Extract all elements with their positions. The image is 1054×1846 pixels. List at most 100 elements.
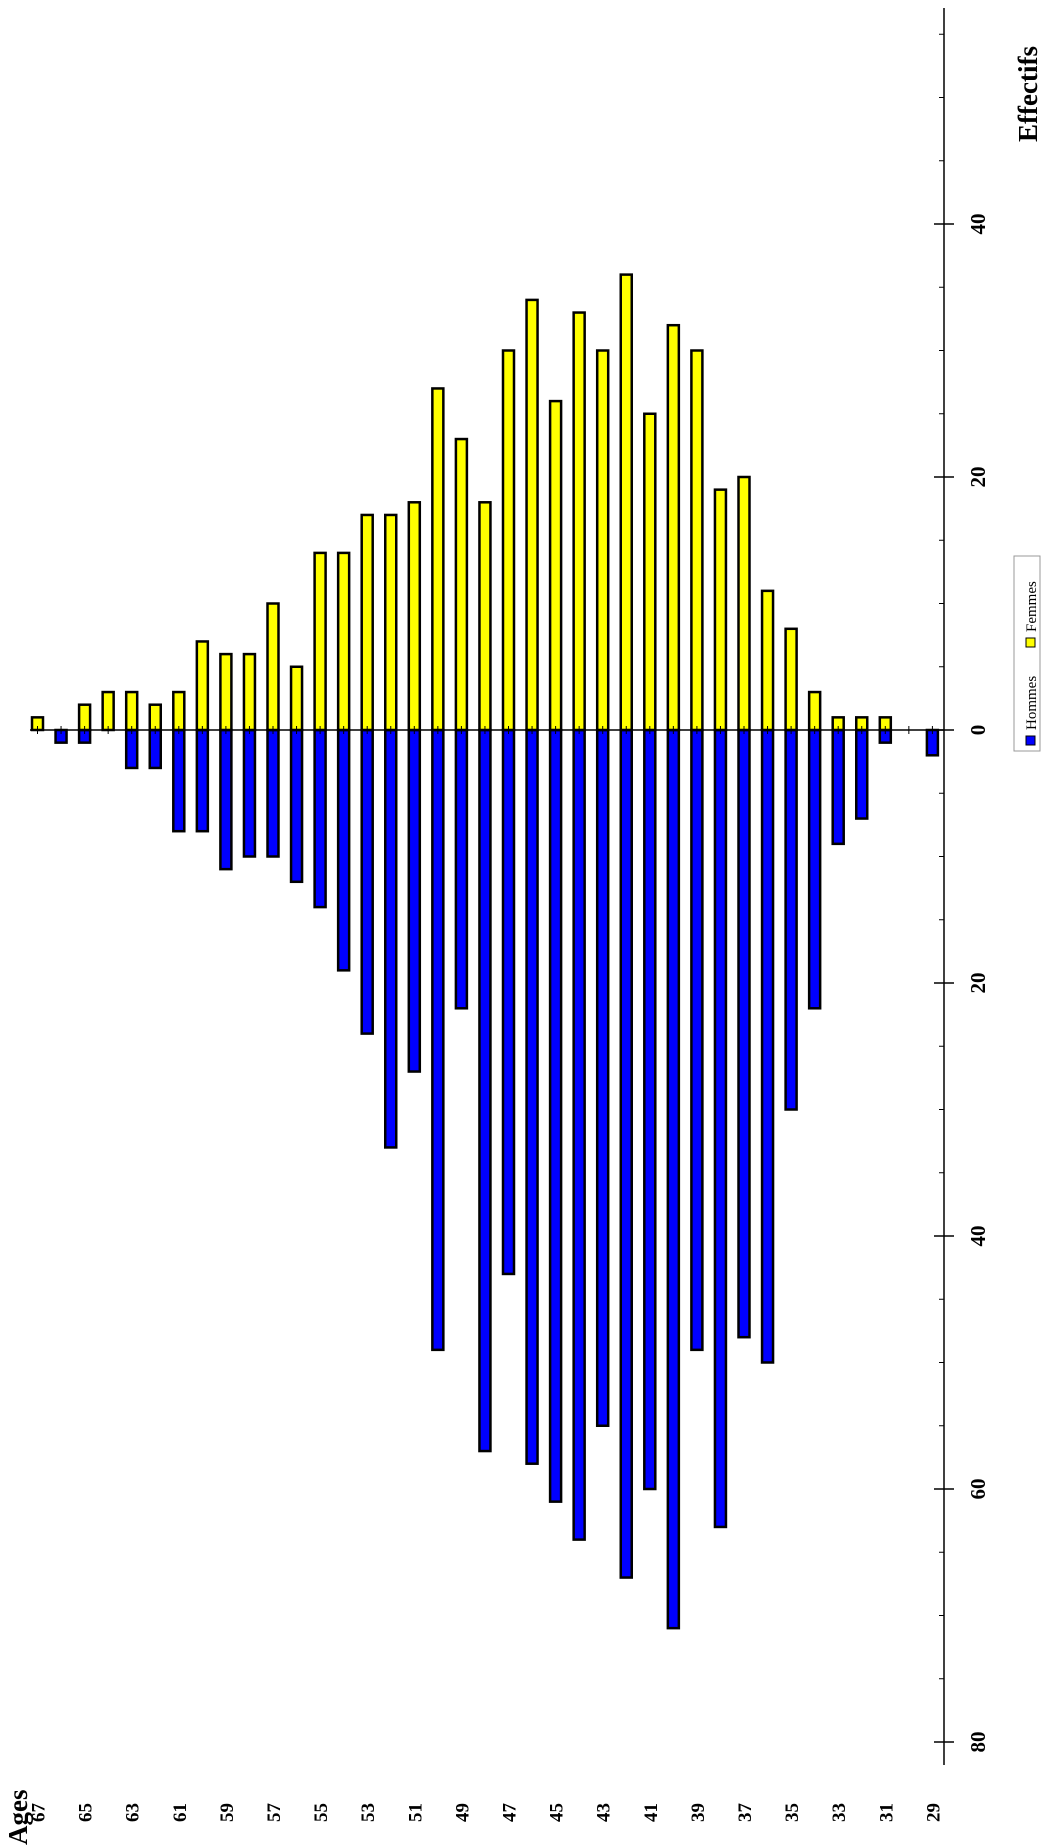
bar-femmes-55 — [313, 551, 327, 732]
age-tick-label: 55 — [311, 1803, 332, 1822]
x-axis-title: Ages — [3, 1790, 33, 1846]
legend-label-femmes: Femmes — [1024, 581, 1040, 632]
bar-hommes-43 — [595, 728, 610, 1427]
bar-femmes-53 — [360, 513, 374, 732]
bar-femmes-64 — [101, 690, 115, 732]
bar-femmes-61 — [172, 690, 186, 732]
bar-hommes-42 — [619, 728, 633, 1579]
legend-swatch-hommes — [1025, 735, 1036, 746]
age-tick-label: 63 — [123, 1803, 144, 1822]
bar-hommes-32 — [855, 728, 869, 820]
bar-hommes-45 — [548, 728, 563, 1503]
bar-femmes-48 — [478, 501, 492, 732]
bar-femmes-46 — [525, 298, 539, 732]
age-tick-label: 67 — [29, 1803, 50, 1823]
bar-femmes-57 — [266, 602, 280, 732]
bar-femmes-36 — [760, 589, 775, 732]
legend-box — [1013, 555, 1041, 752]
age-tick-label: 29 — [923, 1803, 944, 1822]
bar-femmes-54 — [336, 551, 351, 732]
bar-hommes-57 — [266, 728, 280, 858]
bar-hommes-62 — [148, 728, 162, 770]
age-tick-label: 33 — [829, 1803, 850, 1822]
bar-hommes-58 — [242, 728, 257, 858]
bar-hommes-52 — [384, 728, 398, 1149]
bar-hommes-59 — [219, 728, 233, 871]
bar-femmes-39 — [690, 349, 704, 732]
age-tick-label: 45 — [547, 1803, 568, 1822]
bar-hommes-34 — [807, 728, 822, 1010]
age-tick-label: 43 — [594, 1803, 615, 1822]
legend-label-hommes: Hommes — [1024, 676, 1040, 730]
value-tick-label: 20 — [966, 973, 990, 994]
bar-hommes-36 — [760, 728, 775, 1364]
legend: Hommes Femmes — [1013, 555, 1041, 752]
bar-hommes-48 — [478, 728, 492, 1453]
value-tick-label: 0 — [966, 725, 990, 736]
bar-femmes-45 — [548, 399, 563, 732]
bar-hommes-40 — [666, 728, 681, 1630]
bar-femmes-60 — [195, 640, 210, 732]
age-tick-label: 39 — [688, 1803, 709, 1822]
bar-hommes-56 — [289, 728, 304, 884]
bar-femmes-42 — [619, 273, 633, 732]
bar-hommes-44 — [572, 728, 586, 1541]
bar-femmes-44 — [572, 311, 586, 732]
bars-layer — [30, 273, 940, 1630]
age-tick-label: 65 — [76, 1803, 97, 1822]
bar-femmes-43 — [595, 349, 610, 732]
bar-hommes-35 — [784, 728, 798, 1111]
y-axis-title: Effectifs — [1013, 46, 1043, 142]
age-tick-label: 37 — [735, 1803, 756, 1823]
value-tick-label: 60 — [966, 1479, 990, 1500]
bar-hommes-51 — [407, 728, 422, 1073]
age-tick-label: 61 — [170, 1803, 191, 1822]
bar-femmes-37 — [737, 475, 751, 732]
labels-layer: 67 65 63 61 59 57 55 53 51 49 47 45 43 41 39 37 35 33 31 29… — [29, 214, 991, 1823]
bar-femmes-40 — [666, 323, 681, 732]
bar-femmes-59 — [219, 652, 233, 732]
age-tick-label: 31 — [876, 1803, 897, 1822]
bar-femmes-56 — [289, 665, 304, 732]
bar-hommes-61 — [172, 728, 186, 833]
bar-hommes-39 — [690, 728, 704, 1352]
bar-femmes-41 — [643, 412, 657, 732]
age-tick-label: 51 — [405, 1803, 426, 1822]
bar-femmes-50 — [431, 387, 445, 732]
age-tick-label: 47 — [500, 1803, 521, 1823]
bar-hommes-47 — [501, 728, 516, 1276]
age-tick-label: 49 — [452, 1803, 473, 1822]
bar-hommes-54 — [336, 728, 351, 972]
age-tick-label: 53 — [358, 1803, 379, 1822]
value-tick-label: 20 — [966, 467, 990, 488]
bar-femmes-49 — [454, 437, 469, 732]
bar-femmes-51 — [407, 501, 422, 732]
value-tick-label: 40 — [966, 214, 990, 235]
value-tick-label: 80 — [966, 1732, 990, 1753]
bar-femmes-58 — [242, 652, 257, 732]
bar-hommes-63 — [124, 728, 139, 770]
bar-femmes-35 — [784, 627, 798, 732]
age-tick-label: 57 — [264, 1803, 285, 1823]
legend-swatch-femmes — [1025, 637, 1036, 648]
bar-hommes-60 — [195, 728, 210, 833]
bar-hommes-49 — [454, 728, 469, 1010]
bar-femmes-63 — [124, 690, 139, 732]
bar-femmes-47 — [501, 349, 516, 732]
bar-hommes-46 — [525, 728, 539, 1465]
bar-hommes-37 — [737, 728, 751, 1339]
bar-femmes-52 — [384, 513, 398, 732]
age-tick-label: 35 — [782, 1803, 803, 1822]
bar-hommes-55 — [313, 728, 327, 909]
bar-hommes-53 — [360, 728, 374, 1035]
bar-hommes-33 — [831, 728, 845, 846]
axes-layer — [30, 8, 954, 1765]
age-tick-label: 41 — [641, 1803, 662, 1822]
age-tick-label: 59 — [217, 1803, 238, 1822]
bar-hommes-50 — [431, 728, 445, 1352]
bar-hommes-41 — [643, 728, 657, 1491]
value-tick-label: 40 — [966, 1226, 990, 1247]
bar-femmes-38 — [713, 488, 728, 732]
bar-femmes-34 — [807, 690, 822, 732]
bar-hommes-38 — [713, 728, 728, 1529]
